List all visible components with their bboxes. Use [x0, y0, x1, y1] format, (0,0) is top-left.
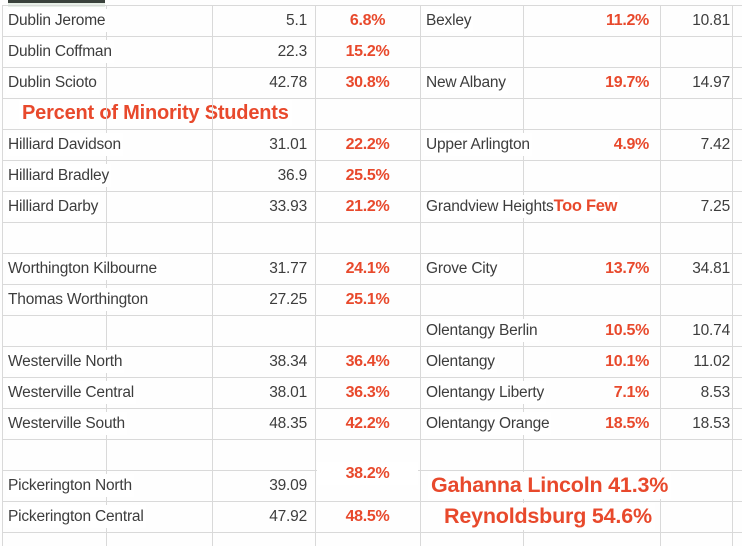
annotation-cell[interactable]: Gahanna Lincoln 41.3%: [428, 472, 672, 499]
cell-school-name[interactable]: Pickerington North: [6, 474, 134, 497]
gridline-horizontal: [2, 501, 742, 502]
cell-enrollment-value[interactable]: 22.3: [277, 43, 308, 60]
cell-percent-value[interactable]: 22.2%: [345, 136, 390, 153]
gridline-horizontal: [2, 5, 742, 6]
cell-percent-value[interactable]: 25.5%: [345, 167, 390, 184]
cell-school-name[interactable]: Upper Arlington: [424, 133, 532, 156]
gridline-horizontal: [2, 222, 742, 223]
cell-percent-value[interactable]: 4.9%: [613, 136, 650, 153]
cell-school-name[interactable]: Hilliard Bradley: [6, 164, 112, 187]
cell-percent-value[interactable]: 48.5%: [345, 508, 390, 525]
cell-school-name[interactable]: Hilliard Davidson: [6, 133, 123, 156]
sheet-edge-remnant-dark: [8, 0, 105, 3]
gridline-horizontal: [2, 532, 742, 533]
cell-percent-value[interactable]: 7.1%: [613, 384, 650, 401]
gridline-vertical: [315, 5, 316, 546]
cell-school-name[interactable]: Hilliard Darby: [6, 195, 101, 218]
cell-school-name[interactable]: Westerville South: [6, 412, 127, 435]
gridline-horizontal: [2, 98, 742, 99]
cell-school-name[interactable]: Dublin Coffman: [6, 40, 114, 63]
cell-school-name[interactable]: Olentangy Orange: [424, 412, 552, 435]
gridline-horizontal: [2, 253, 742, 254]
cell-school-name[interactable]: Grandview HeightsToo Few: [424, 195, 620, 218]
cell-school-name[interactable]: Thomas Worthington: [6, 288, 150, 311]
cell-school-name[interactable]: Olentangy Berlin: [424, 319, 540, 342]
cell-school-name-text: Grandview Heights: [426, 198, 554, 215]
cell-enrollment-value[interactable]: 11.02: [693, 353, 730, 370]
gridline-horizontal: [2, 67, 742, 68]
cell-percent-value[interactable]: 13.7%: [605, 260, 649, 277]
cell-school-name[interactable]: Bexley: [424, 9, 474, 32]
gridline-vertical: [732, 5, 733, 546]
gridline-horizontal: [2, 315, 742, 316]
cell-school-name[interactable]: Dublin Scioto: [6, 71, 99, 94]
cell-enrollment-value[interactable]: 18.53: [692, 415, 730, 432]
cell-enrollment-value[interactable]: 14.97: [692, 74, 730, 91]
cell-enrollment-value[interactable]: 8.53: [700, 384, 731, 401]
minority-students-heading[interactable]: Percent of Minority Students: [19, 100, 292, 126]
cell-enrollment-value[interactable]: 7.42: [700, 136, 731, 153]
cell-percent-value[interactable]: 10.1%: [605, 353, 649, 370]
cell-enrollment-value[interactable]: 5.1: [286, 12, 307, 29]
cell-school-name[interactable]: Dublin Jerome: [6, 9, 108, 32]
cell-percent-value[interactable]: 36.3%: [345, 384, 390, 401]
cell-percent-value[interactable]: 38.2%: [317, 462, 418, 485]
cell-enrollment-value[interactable]: 42.78: [269, 74, 307, 91]
cell-enrollment-value[interactable]: 47.92: [269, 508, 307, 525]
cell-percent-value[interactable]: 6.8%: [349, 12, 386, 29]
gridline-horizontal: [2, 129, 742, 130]
cell-enrollment-value[interactable]: 36.9: [277, 167, 308, 184]
gridline-horizontal: [2, 408, 742, 409]
gridline-horizontal: [2, 377, 742, 378]
cell-percent-value[interactable]: 36.4%: [345, 353, 390, 370]
cell-school-name[interactable]: Worthington Kilbourne: [6, 257, 159, 280]
cell-school-name[interactable]: New Albany: [424, 71, 508, 94]
gridline-horizontal: [2, 191, 742, 192]
cell-percent-value[interactable]: 25.1%: [345, 291, 390, 308]
cell-enrollment-value[interactable]: 31.01: [269, 136, 307, 153]
cell-percent-value[interactable]: 15.2%: [345, 43, 390, 60]
cell-enrollment-value[interactable]: 39.09: [269, 477, 307, 494]
annotation-cell[interactable]: Reynoldsburg 54.6%: [441, 503, 655, 530]
cell-enrollment-value[interactable]: 48.35: [269, 415, 307, 432]
gridline-horizontal: [2, 36, 742, 37]
cell-enrollment-value[interactable]: 27.25: [269, 291, 307, 308]
cell-school-name[interactable]: Olentangy Liberty: [424, 381, 547, 404]
gridline-vertical: [212, 5, 213, 546]
gridline-horizontal: [2, 284, 742, 285]
cell-percent-value[interactable]: 21.2%: [345, 198, 390, 215]
cell-percent-value[interactable]: 11.2%: [606, 12, 649, 29]
cell-percent-value-inline: Too Few: [553, 197, 618, 215]
cell-enrollment-value[interactable]: 34.81: [692, 260, 730, 277]
gridline-vertical: [523, 5, 524, 546]
gridline-horizontal: [2, 160, 742, 161]
gridline-vertical: [2, 5, 3, 546]
cell-percent-value[interactable]: 18.5%: [605, 415, 649, 432]
cell-enrollment-value[interactable]: 7.25: [700, 198, 731, 215]
cell-school-name[interactable]: Pickerington Central: [6, 505, 146, 528]
gridline-horizontal: [2, 439, 742, 440]
cell-enrollment-value[interactable]: 10.74: [692, 322, 730, 339]
cell-percent-value[interactable]: 10.5%: [605, 322, 649, 339]
cell-school-name[interactable]: Westerville North: [6, 350, 125, 373]
cell-percent-value[interactable]: 30.8%: [345, 74, 390, 91]
cell-percent-value[interactable]: 24.1%: [345, 260, 390, 277]
cell-enrollment-value[interactable]: 31.77: [269, 260, 307, 277]
cell-school-name[interactable]: Grove City: [424, 257, 500, 280]
cell-school-name[interactable]: Westerville Central: [6, 381, 136, 404]
cell-percent-value[interactable]: 42.2%: [345, 415, 390, 432]
gridline-vertical: [660, 5, 661, 546]
gridline-vertical: [420, 5, 421, 546]
cell-enrollment-value[interactable]: 38.01: [269, 384, 307, 401]
cell-enrollment-value[interactable]: 10.81: [692, 12, 730, 29]
cell-percent-value[interactable]: 19.7%: [605, 74, 649, 91]
cell-enrollment-value[interactable]: 33.93: [269, 198, 307, 215]
cell-enrollment-value[interactable]: 38.34: [269, 353, 307, 370]
gridline-horizontal: [2, 346, 742, 347]
cell-school-name[interactable]: Olentangy: [424, 350, 497, 373]
